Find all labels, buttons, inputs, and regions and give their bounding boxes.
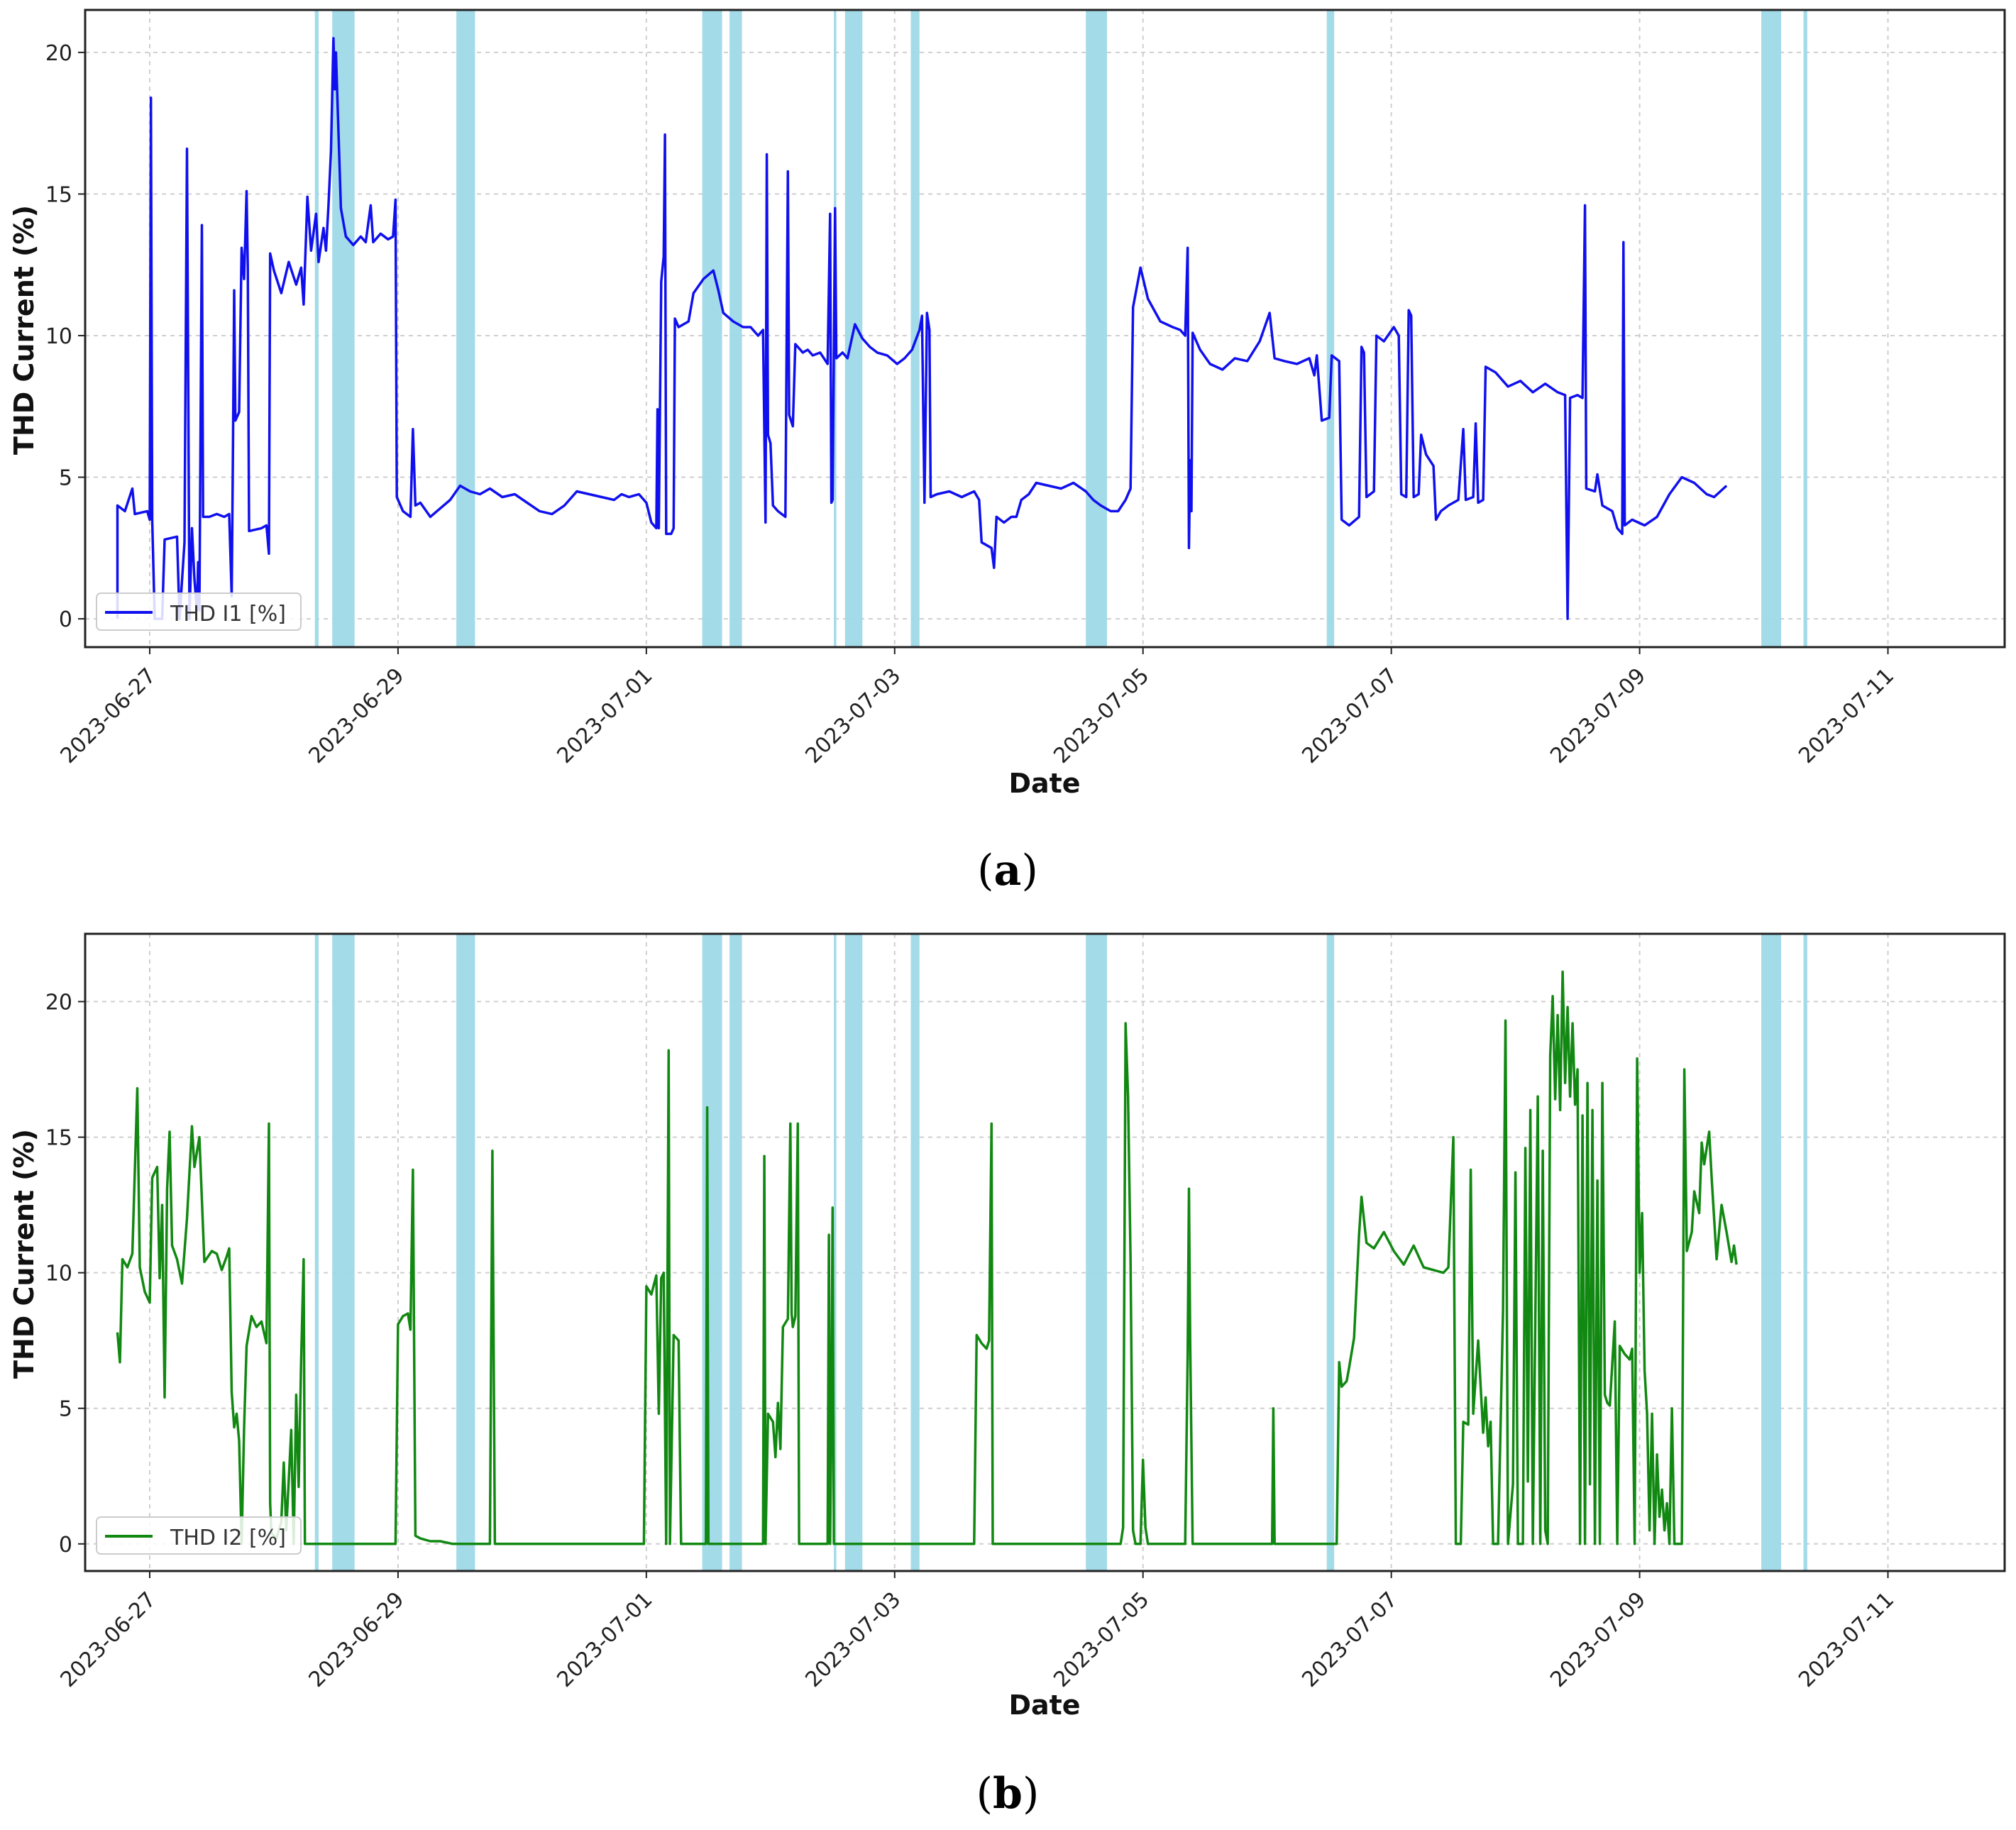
shaded-interval (729, 934, 742, 1571)
shaded-interval (1326, 934, 1335, 1571)
legend-b: THD I2 [%] (96, 1516, 302, 1555)
series-line (116, 970, 1738, 1545)
shaded-interval (910, 10, 920, 647)
y-tick-label: 15 (45, 182, 72, 207)
x-axis-title-b: Date (1008, 1690, 1080, 1721)
caption-letter-a: a (994, 846, 1022, 895)
legend-box-a (96, 592, 302, 631)
y-tick-label: 5 (59, 466, 72, 491)
shaded-interval (314, 10, 319, 647)
y-tick-label: 20 (45, 991, 72, 1015)
caption-letter-b: b (993, 1769, 1023, 1819)
y-tick-label: 15 (45, 1126, 72, 1151)
y-tick-labels-b: 0 5 10 15 20 (45, 991, 72, 1558)
shaded-interval (332, 934, 355, 1571)
shaded-interval (834, 934, 837, 1571)
caption-b: (b) (976, 1769, 1040, 1819)
shaded-interval (1761, 10, 1782, 647)
x-tick-marks-a (148, 647, 1889, 654)
series-lines-b (116, 970, 1738, 1545)
shaded-interval (314, 934, 319, 1571)
caption-a: (a) (977, 846, 1038, 895)
shaded-interval (456, 10, 475, 647)
shaded-interval (1086, 10, 1107, 647)
shaded-interval (1326, 10, 1335, 647)
shaded-interval (702, 10, 722, 647)
x-tick-marks-b (148, 1571, 1889, 1578)
shaded-interval (910, 934, 920, 1571)
legend-box-b (96, 1516, 302, 1555)
plot-frame-a (84, 9, 2006, 649)
shaded-interval (1761, 934, 1782, 1571)
shaded-interval (456, 934, 475, 1571)
plot-frame-b (84, 932, 2006, 1572)
shaded-interval (1086, 934, 1107, 1571)
x-axis-title-a: Date (1008, 768, 1080, 799)
y-tick-marks-b (78, 1001, 85, 1545)
y-tick-labels-a: 0 5 10 15 20 (45, 41, 72, 632)
y-tick-label: 5 (59, 1397, 72, 1422)
y-axis-title-a: THD Current (%) (9, 205, 40, 455)
shaded-interval (332, 10, 355, 647)
series-lines-a (116, 37, 1728, 620)
series-line (116, 37, 1728, 620)
legend-label-b: THD I2 [%] (170, 1526, 286, 1550)
y-tick-label: 0 (59, 1533, 72, 1558)
legend-label-a: THD I1 [%] (170, 602, 286, 627)
shaded-intervals-a (314, 10, 1807, 647)
y-tick-label: 10 (45, 1262, 72, 1286)
y-tick-label: 0 (59, 607, 72, 632)
legend-a: THD I1 [%] (96, 592, 302, 631)
shaded-interval (1803, 10, 1807, 647)
shaded-interval (729, 10, 742, 647)
y-axis-title-b: THD Current (%) (9, 1129, 40, 1379)
shaded-interval (1803, 934, 1807, 1571)
y-tick-label: 20 (45, 41, 72, 66)
y-tick-label: 10 (45, 324, 72, 349)
shaded-interval (844, 934, 863, 1571)
y-tick-marks-a (78, 51, 85, 620)
